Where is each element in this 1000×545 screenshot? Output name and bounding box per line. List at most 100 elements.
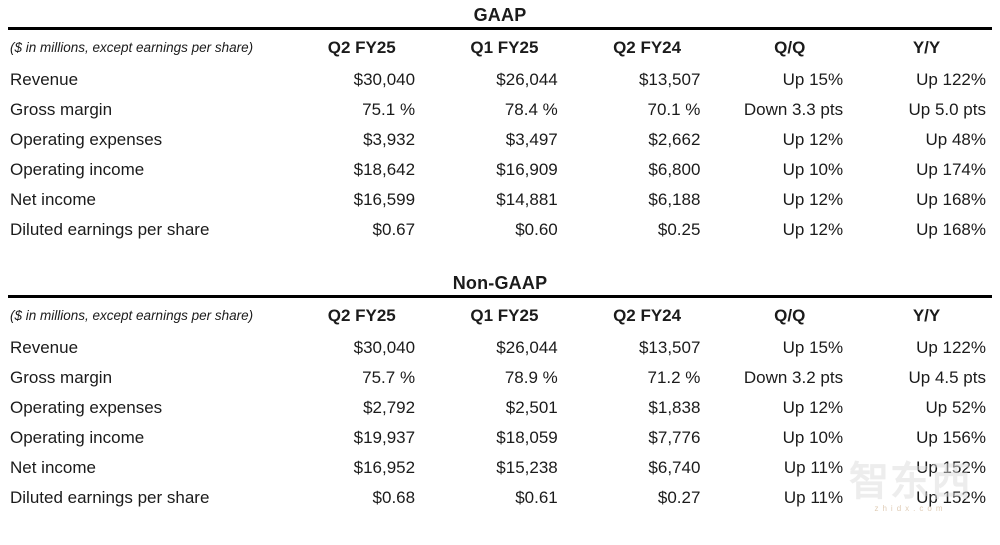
column-header: Y/Y <box>912 306 941 325</box>
cell-value: $0.68 <box>372 488 416 507</box>
cell-value: Up 152% <box>916 488 986 507</box>
table-row: Operating expenses $2,792 $2,501 $1,838 Up 1… <box>8 393 992 423</box>
cell-value: $18,059 <box>496 428 558 447</box>
cell-value: $16,909 <box>496 160 558 179</box>
cell-value: $18,642 <box>353 160 416 179</box>
gaap-table-section: GAAP ($ in millions, except earnings per… <box>8 0 992 245</box>
cell-value: Up 12% <box>782 398 844 417</box>
cell-value: $2,662 <box>648 130 701 149</box>
cell-value: $26,044 <box>496 338 558 357</box>
cell-value: 70.1 % <box>647 100 701 119</box>
cell-value: $15,238 <box>496 458 558 477</box>
cell-value: Up 12% <box>782 190 844 209</box>
cell-value: $30,040 <box>353 70 416 89</box>
cell-value: $30,040 <box>353 338 416 357</box>
table-row: Operating income $18,642 $16,909 $6,800 Up 1… <box>8 155 992 185</box>
cell-value: 78.9 % <box>504 368 558 387</box>
column-header: Y/Y <box>912 38 941 57</box>
cell-value: $2,792 <box>363 398 416 417</box>
row-label: Net income <box>10 458 96 477</box>
column-header: Q/Q <box>774 38 806 57</box>
cell-value: Up 122% <box>916 70 986 89</box>
cell-value: Up 174% <box>916 160 986 179</box>
column-header: Q2 FY24 <box>613 38 682 57</box>
table-row: Diluted earnings per share $0.68 $0.61 $0.2… <box>8 483 992 513</box>
cell-value: 78.4 % <box>504 100 558 119</box>
row-label: Revenue <box>10 338 79 357</box>
financial-summary-page: GAAP ($ in millions, except earnings per… <box>8 0 992 513</box>
header-row: ($ in millions, except earnings per shar… <box>8 29 992 66</box>
table-row: Revenue $30,040 $26,044 $13,507 Up 15% Up 122… <box>8 333 992 363</box>
row-label: Operating income <box>10 428 145 447</box>
column-header: Q2 FY25 <box>327 306 396 325</box>
cell-value: $1,838 <box>648 398 701 417</box>
cell-value: $6,740 <box>648 458 701 477</box>
table-row: Operating income $19,937 $18,059 $7,776 Up 1… <box>8 423 992 453</box>
cell-value: $26,044 <box>496 70 558 89</box>
gaap-table: ($ in millions, except earnings per shar… <box>8 27 992 245</box>
cell-value: $3,497 <box>505 130 558 149</box>
column-header: Q/Q <box>774 306 806 325</box>
cell-value: $0.27 <box>657 488 701 507</box>
row-label: Diluted earnings per share <box>10 488 210 507</box>
cell-value: Down 3.2 pts <box>743 368 844 387</box>
cell-value: $7,776 <box>648 428 701 447</box>
row-label: Diluted earnings per share <box>10 220 210 239</box>
cell-value: Up 15% <box>782 70 844 89</box>
cell-value: $0.60 <box>515 220 558 239</box>
cell-value: Up 122% <box>916 338 986 357</box>
cell-value: Up 156% <box>916 428 986 447</box>
cell-value: $0.25 <box>657 220 701 239</box>
column-header: Q1 FY25 <box>470 38 539 57</box>
cell-value: $13,507 <box>638 70 701 89</box>
cell-value: Up 4.5 pts <box>908 368 987 387</box>
cell-value: 75.7 % <box>362 368 416 387</box>
table-note: ($ in millions, except earnings per shar… <box>10 308 254 324</box>
cell-value: Up 48% <box>925 130 986 149</box>
cell-value: Up 152% <box>916 458 986 477</box>
table-row: Net income $16,599 $14,881 $6,188 Up 12% Up 1… <box>8 185 992 215</box>
table-row: Operating expenses $3,932 $3,497 $2,662 Up 1… <box>8 125 992 155</box>
cell-value: $0.67 <box>372 220 416 239</box>
gaap-table-body: Revenue $30,040 $26,044 $13,507 Up 15% Up 122… <box>8 65 992 245</box>
cell-value: $6,188 <box>648 190 701 209</box>
cell-value: Up 12% <box>782 130 844 149</box>
table-row: Diluted earnings per share $0.67 $0.60 $0.2… <box>8 215 992 245</box>
row-label: Operating income <box>10 160 145 179</box>
cell-value: Up 5.0 pts <box>908 100 987 119</box>
cell-value: $19,937 <box>353 428 416 447</box>
table-note: ($ in millions, except earnings per shar… <box>10 40 254 56</box>
cell-value: Up 10% <box>782 160 844 179</box>
table-title-gaap: GAAP <box>473 5 527 25</box>
table-row: Revenue $30,040 $26,044 $13,507 Up 15% Up 122… <box>8 65 992 95</box>
cell-value: Up 52% <box>925 398 986 417</box>
cell-value: $3,932 <box>363 130 416 149</box>
table-row: Gross margin 75.7 % 78.9 % 71.2 % Down 3.2 p… <box>8 363 992 393</box>
cell-value: Up 12% <box>782 220 844 239</box>
non-gaap-table-section: Non-GAAP ($ in millions, except earnings… <box>8 268 992 513</box>
cell-value: Up 10% <box>782 428 844 447</box>
cell-value: $14,881 <box>496 190 558 209</box>
cell-value: $6,800 <box>648 160 701 179</box>
non-gaap-table-body: Revenue $30,040 $26,044 $13,507 Up 15% Up 122… <box>8 333 992 513</box>
column-header: Q2 FY24 <box>613 306 682 325</box>
cell-value: Up 15% <box>782 338 844 357</box>
cell-value: Up 11% <box>783 488 844 507</box>
cell-value: $16,599 <box>353 190 416 209</box>
cell-value: $2,501 <box>505 398 558 417</box>
cell-value: 75.1 % <box>362 100 416 119</box>
header-row: ($ in millions, except earnings per shar… <box>8 297 992 334</box>
non-gaap-table: ($ in millions, except earnings per shar… <box>8 295 992 513</box>
row-label: Gross margin <box>10 368 113 387</box>
table-row: Gross margin 75.1 % 78.4 % 70.1 % Down 3.3 p… <box>8 95 992 125</box>
column-header: Q1 FY25 <box>470 306 539 325</box>
row-label: Gross margin <box>10 100 113 119</box>
row-label: Net income <box>10 190 96 209</box>
row-label: Revenue <box>10 70 79 89</box>
cell-value: Down 3.3 pts <box>743 100 844 119</box>
cell-value: Up 168% <box>916 190 986 209</box>
row-label: Operating expenses <box>10 130 163 149</box>
cell-value: Up 11% <box>783 458 844 477</box>
table-title-non-gaap: Non-GAAP <box>452 273 548 293</box>
column-header: Q2 FY25 <box>327 38 396 57</box>
